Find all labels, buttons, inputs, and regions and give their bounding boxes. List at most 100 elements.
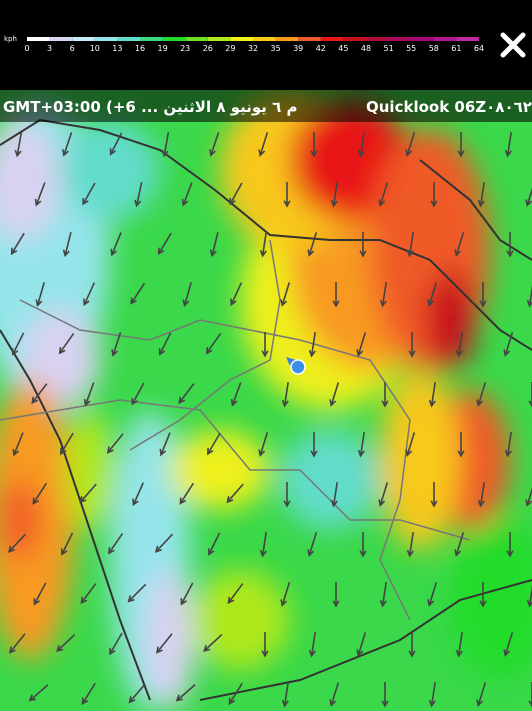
wind-arrow [8,633,26,654]
wind-arrow [330,181,338,208]
wind-arrow [454,232,465,257]
legend-swatch [72,37,95,41]
wind-arrow [357,431,365,458]
legend-swatch [117,37,140,41]
legend-label: 10 [90,44,100,53]
time-label: GMT+03:00 (+6 ... م ٦ يونيو ٨ الاثنين [3,98,298,116]
legend-swatch [433,37,457,41]
wind-arrow [106,433,124,454]
wind-arrow [180,582,194,606]
legend-label: 23 [180,44,190,53]
wind-arrow [259,531,267,558]
wind-arrow [308,331,316,358]
legend-label: 48 [361,44,371,53]
wind-arrow [230,382,242,407]
wind-arrow [476,682,487,707]
wind-arrow [130,282,146,305]
wind-arrow [132,482,144,507]
run-label: Quicklook 06Z٠٨٠٦٢٠١ [366,98,532,116]
wind-arrow [329,682,340,707]
wind-arrow [227,583,244,605]
wind-arrow [258,432,269,457]
wind-arrow [455,631,463,658]
wind-arrow [205,333,222,355]
legend-swatch [27,37,50,41]
legend-swatch [320,37,344,41]
wind-arrow [378,182,389,207]
provinces [0,239,471,621]
wind-arrow [161,131,170,158]
wind-arrow [455,331,463,358]
wind-arrow [109,132,123,156]
wind-arrow [528,682,532,708]
wind-arrow [307,532,318,557]
wind-arrow [83,282,96,307]
wind-arrow [359,532,367,558]
wind-arrow [203,633,223,653]
wind-arrow [127,583,147,603]
wind-arrow [28,684,49,702]
wind-arrow [80,583,97,605]
legend-swatch [275,37,299,41]
wind-arrow [477,181,485,208]
wind-arrow [79,483,97,504]
legend-label: 35 [271,44,281,53]
wind-arrow [56,633,76,653]
close-button[interactable] [500,32,526,58]
wind-arrow [209,232,219,258]
wind-arrow [454,532,465,557]
wind-arrow [381,382,389,408]
wind-arrow [428,681,436,708]
wind-arrow [477,481,485,508]
legend-label: 32 [248,44,258,53]
top-bar [0,0,532,90]
wind-arrow [207,532,221,556]
wind-arrow [32,482,47,505]
wind-arrow [357,131,365,158]
legend-label: 51 [384,44,394,53]
legend-swatch [411,37,434,41]
wind-arrow [457,432,465,458]
wind-arrow [11,332,25,356]
wind-arrow [31,383,48,405]
wind-arrow [479,282,487,308]
wind-arrow [332,282,340,308]
wind-arrow [503,332,514,357]
legend-label: 64 [474,44,484,53]
legend-label: 13 [112,44,122,53]
wind-arrow [405,132,416,157]
legend-swatch [298,37,321,41]
wind-arrow [178,383,195,405]
wind-arrow [229,182,243,206]
wind-arrow [182,282,192,307]
wind-arrow [157,232,172,256]
legend-label: 16 [135,44,145,53]
wind-arrow [258,132,269,157]
wind-arrow [506,532,514,558]
legend-swatch [230,37,253,41]
wind-arrow [428,381,436,408]
wind-arrow [35,282,45,307]
legend-swatch [343,37,366,41]
wind-arrow [281,681,289,708]
legend-label: 55 [406,44,416,53]
wind-arrow [179,482,194,505]
wind-arrow [308,631,316,658]
wind-arrow [479,582,487,608]
wind-arrow [281,381,289,408]
wind-arrow [359,232,367,258]
wind-arrow [207,432,221,456]
wind-arrow [7,533,27,553]
legend-swatch [207,37,231,41]
wind-arrow [158,332,172,356]
wind-arrow [155,633,173,654]
wind-arrow [228,682,243,705]
wind-arrow [14,131,23,158]
wind-arrow [379,281,387,308]
wind-arrow [503,632,514,657]
wind-arrow [60,532,74,556]
wind-arrow [405,432,416,457]
wind-arrow [110,232,122,257]
